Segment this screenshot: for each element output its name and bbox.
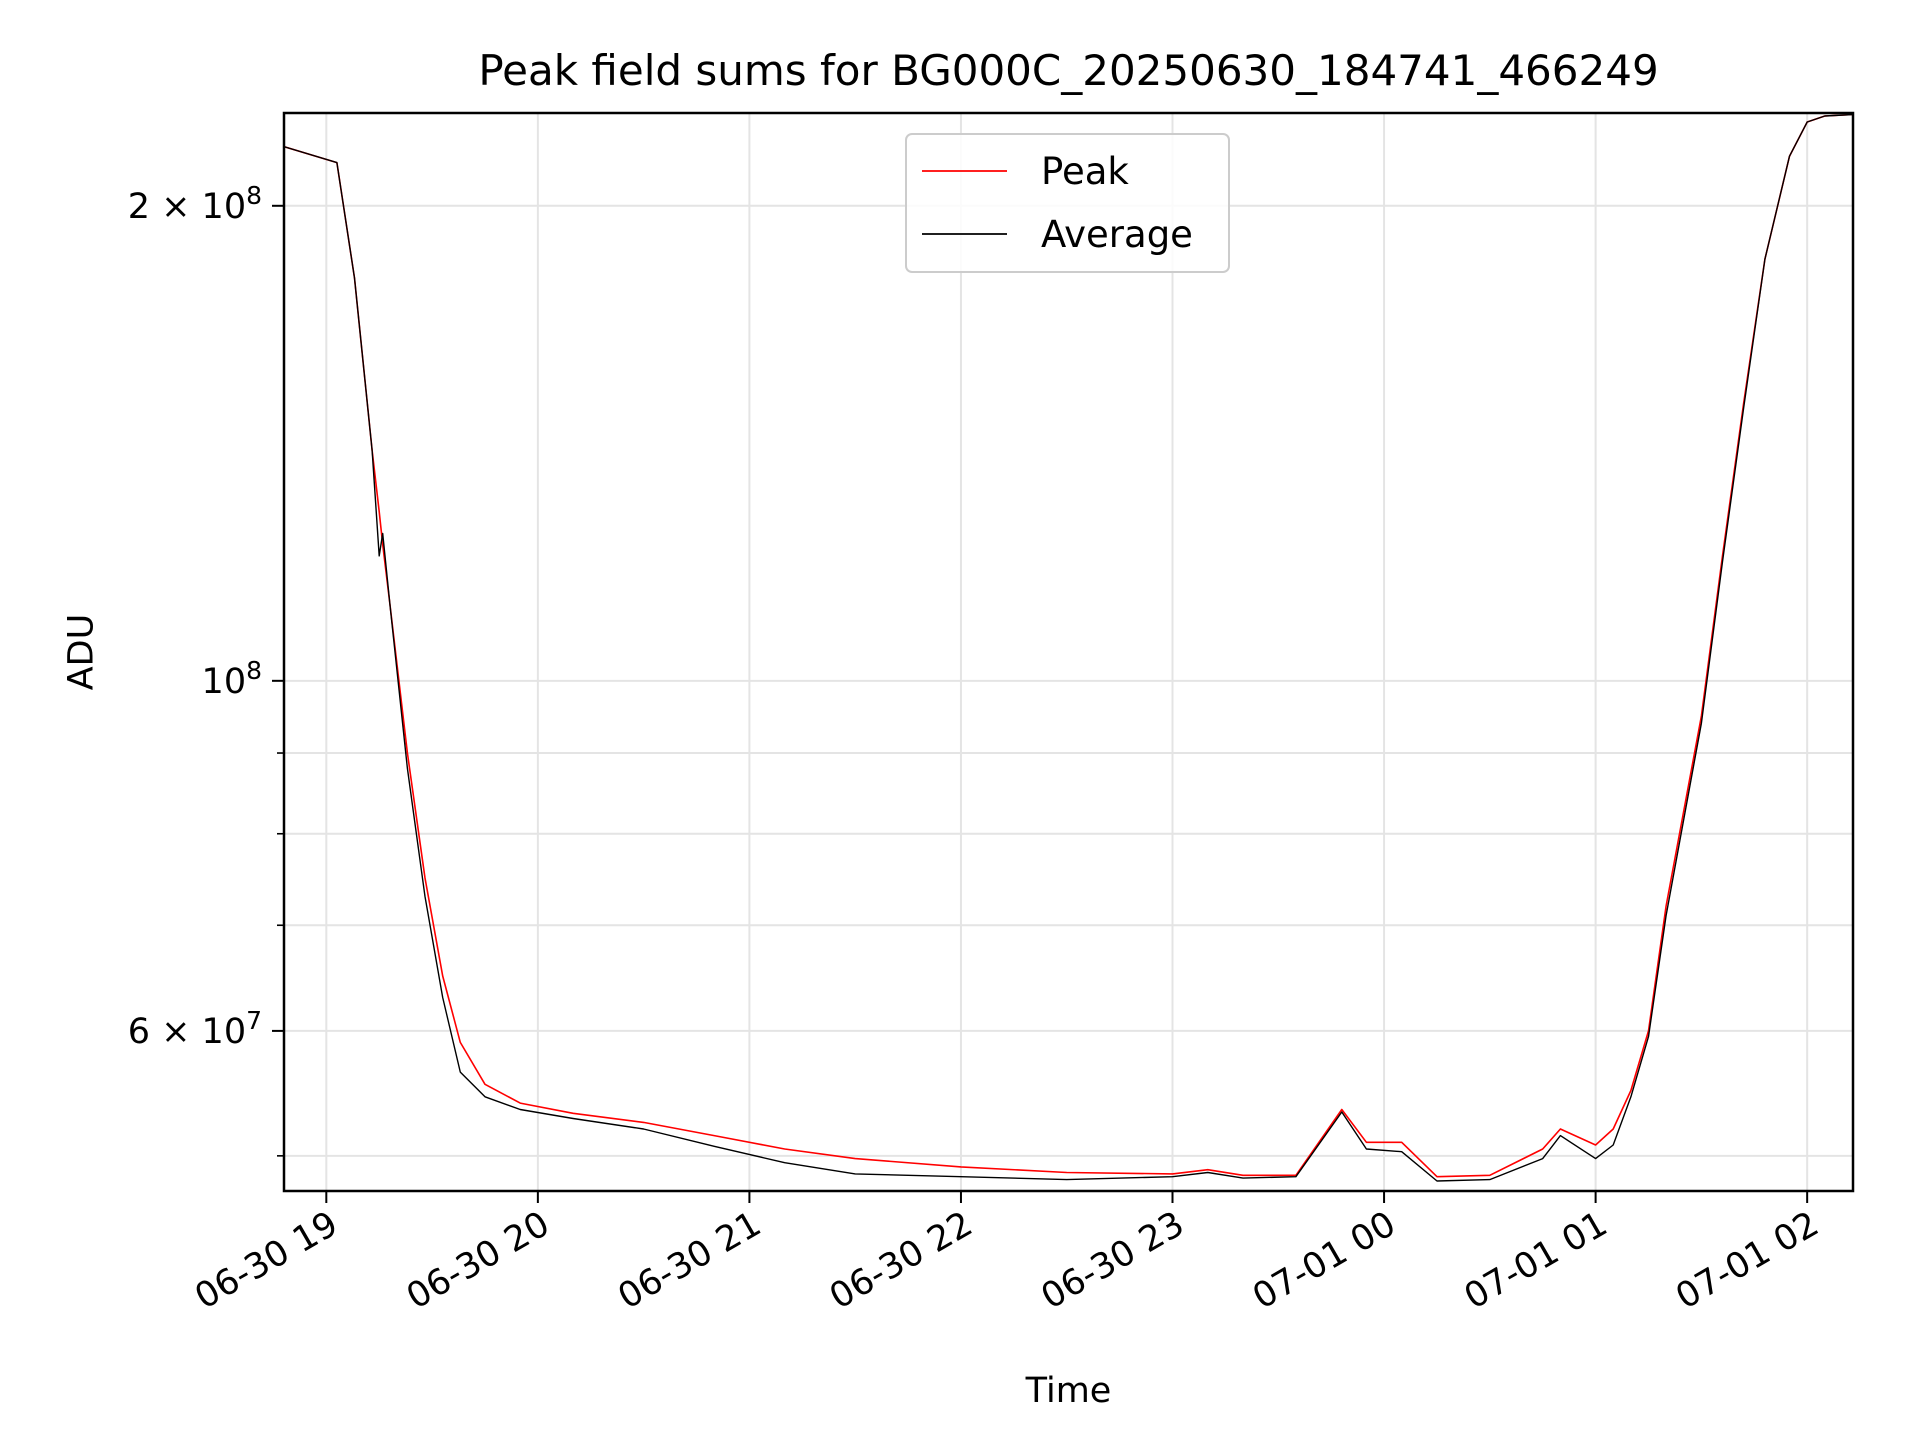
series-line-peak <box>284 113 1853 1178</box>
y-axis-label: ADU <box>61 614 101 691</box>
y-axis: 6 × 107 108 2 × 108 <box>128 181 284 1157</box>
chart-title: Peak field sums for BG000C_20250630_1847… <box>478 46 1658 95</box>
y-tick-label: 6 × 107 <box>128 1006 262 1052</box>
series-line-average <box>284 113 1853 1182</box>
legend-label-peak: Peak <box>1041 150 1129 193</box>
plot-frame <box>282 111 1855 1193</box>
legend: Peak Average <box>905 133 1230 273</box>
legend-box <box>905 133 1230 273</box>
y-tick-label: 2 × 108 <box>128 181 262 227</box>
legend-label-average: Average <box>1041 213 1193 256</box>
plot-area <box>284 113 1853 1182</box>
y-tick-label: 108 <box>202 656 262 702</box>
x-axis-label: Time <box>1025 1371 1112 1411</box>
